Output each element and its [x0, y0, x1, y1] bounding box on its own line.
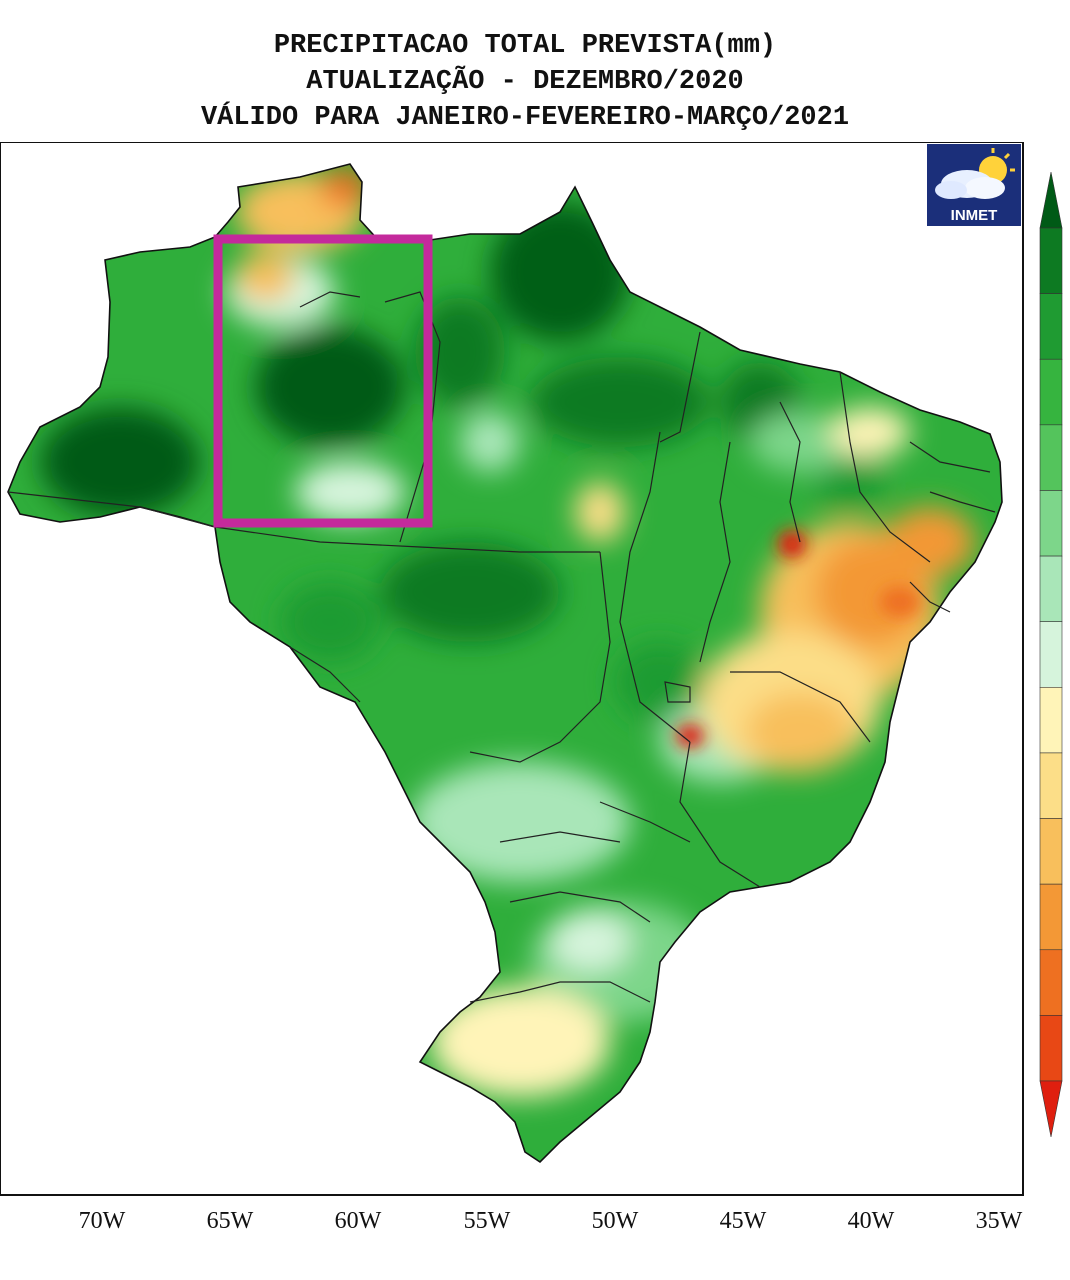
color-scale-legend — [1039, 172, 1063, 1137]
lon-label-35w: 35W — [975, 1208, 1023, 1234]
title-line-1: PRECIPITACAO TOTAL PREVISTA(mm) — [273, 31, 777, 61]
highlight-box — [213, 234, 433, 528]
lon-label-60w: 60W — [334, 1208, 382, 1234]
legend-color-step — [1039, 172, 1063, 229]
lon-label-40w: 40W — [847, 1208, 895, 1234]
legend-color-step — [1039, 621, 1063, 688]
legend-color-step — [1039, 949, 1063, 1016]
title-line-3: VÁLIDO PARA JANEIRO-FEVEREIRO-MARÇO/2021 — [200, 103, 850, 133]
legend-color-step — [1039, 687, 1063, 754]
weather-cloud-sun-icon — [935, 148, 1015, 199]
legend-color-step — [1039, 555, 1063, 622]
legend-color-step — [1039, 752, 1063, 819]
lon-label-50w: 50W — [591, 1208, 639, 1234]
legend-color-step — [1039, 490, 1063, 557]
legend-color-step — [1039, 1015, 1063, 1082]
map-frame — [0, 142, 1024, 1196]
legend-color-step — [1039, 293, 1063, 360]
legend-color-step — [1039, 883, 1063, 951]
inmet-logo: INMET — [927, 144, 1021, 226]
legend-color-step — [1039, 227, 1063, 294]
lon-label-70w: 70W — [78, 1208, 126, 1234]
legend-color-step — [1039, 818, 1063, 885]
legend-color-step — [1039, 1080, 1063, 1137]
lon-label-55w: 55W — [463, 1208, 511, 1234]
inmet-logo-text: INMET — [950, 207, 998, 224]
title-line-2: ATUALIZAÇÃO - DEZEMBRO/2020 — [306, 67, 744, 97]
state-borders — [7, 291, 996, 1003]
map-title: PRECIPITACAO TOTAL PREVISTA(mm) ATUALIZA… — [0, 28, 1050, 136]
legend-color-step — [1039, 358, 1063, 426]
lon-label-65w: 65W — [206, 1208, 254, 1234]
lon-label-45w: 45W — [719, 1208, 767, 1234]
legend-color-step — [1039, 424, 1063, 491]
